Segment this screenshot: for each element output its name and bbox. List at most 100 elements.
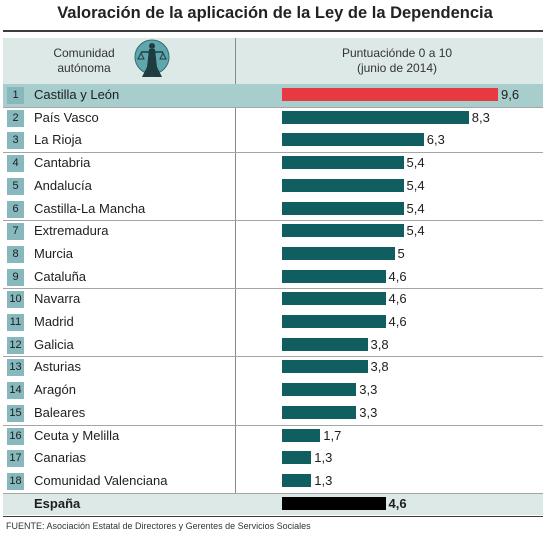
bar-row: 2 País Vasco 8,3 (3, 107, 543, 130)
value-bar (282, 405, 357, 419)
total-label: España (34, 495, 81, 511)
region-label: Madrid (34, 314, 74, 329)
rank-badge: 14 (7, 382, 24, 400)
column-divider (235, 38, 236, 510)
bar-row: 6 Castilla-La Mancha 5,4 (3, 198, 543, 221)
bar-row: 7 Extremadura 5,4 (3, 220, 543, 243)
value-label: 3,8 (370, 336, 389, 352)
value-bar (282, 292, 386, 306)
bar-row: 18 Comunidad Valenciana 1,3 (3, 470, 543, 493)
value-bar (282, 88, 498, 101)
value-label: 5 (397, 245, 405, 261)
total-row: España 4,6 (3, 492, 543, 516)
rank-badge: 15 (7, 404, 24, 422)
value-label: 1,7 (323, 427, 342, 443)
rank-badge: 9 (7, 268, 24, 286)
region-label: Murcia (34, 245, 74, 261)
value-label: 5,4 (406, 155, 425, 171)
value-label: 5,4 (406, 200, 425, 216)
value-label: 6,3 (426, 132, 445, 148)
value-label: 3,3 (359, 404, 378, 420)
bar-row: 16 Ceuta y Melilla 1,7 (3, 425, 543, 448)
bar-row: 12 Galicia 3,8 (3, 334, 543, 357)
rank-badge: 6 (7, 200, 24, 218)
rank-badge: 17 (7, 450, 24, 468)
region-label: Extremadura (34, 223, 109, 239)
bar-row: 13 Asturias 3,8 (3, 356, 543, 379)
value-label: 3,8 (370, 359, 389, 375)
region-label: Ceuta y Melilla (34, 427, 120, 443)
rank-badge: 13 (7, 359, 24, 377)
column-header-score: Puntuaciónde 0 a 10 (junio de 2014) (292, 46, 502, 76)
value-bar (282, 383, 357, 397)
value-bar (282, 473, 312, 487)
rank-badge: 7 (7, 223, 24, 241)
row-separator (3, 288, 543, 290)
value-label: 9,6 (501, 87, 520, 102)
bar-row: 15 Baleares 3,3 (3, 402, 543, 425)
bar-row: 8 Murcia 5 (3, 243, 543, 266)
value-label: 8,3 (471, 109, 490, 125)
row-separator (3, 424, 543, 426)
region-label: Baleares (34, 404, 86, 420)
value-bar (282, 110, 469, 124)
value-label: 1,3 (314, 450, 333, 466)
total-bar (282, 496, 386, 510)
value-bar (282, 201, 404, 215)
region-label: Galicia (34, 336, 74, 352)
value-label: 3,3 (359, 382, 378, 398)
region-label: Canarias (34, 450, 87, 466)
bar-row: 5 Andalucía 5,4 (3, 175, 543, 198)
rank-badge: 8 (7, 245, 24, 263)
value-bar (282, 178, 404, 192)
bar-row: 4 Cantabria 5,4 (3, 152, 543, 175)
bar-row: 9 Cataluña 4,6 (3, 266, 543, 289)
region-label: Andalucía (34, 177, 92, 193)
column-header-region: Comunidad autónoma (24, 46, 144, 76)
rank-badge: 3 (7, 132, 24, 150)
column-header-score-line1: Puntuaciónde 0 a 10 (341, 46, 453, 60)
region-label: Castilla y León (34, 87, 120, 102)
value-label: 4,6 (388, 268, 407, 284)
value-bar (282, 360, 368, 374)
value-bar (282, 269, 386, 283)
source-note: FUENTE: Asociación Estatal de Directores… (6, 521, 311, 531)
rank-badge: 1 (7, 87, 24, 104)
column-header-region-line2: autónoma (57, 61, 111, 75)
rank-badge: 18 (7, 472, 24, 490)
row-separator (3, 152, 543, 154)
rank-badge: 4 (7, 155, 24, 173)
bar-row: 3 La Rioja 6,3 (3, 129, 543, 152)
value-bar (282, 428, 321, 442)
bar-row: 1 Castilla y León 9,6 (3, 84, 543, 107)
chart-title: Valoración de la aplicación de la Ley de… (57, 4, 493, 22)
value-bar (282, 451, 312, 465)
value-bar (282, 315, 386, 328)
row-separator (3, 356, 543, 358)
region-label: La Rioja (34, 132, 82, 148)
region-label: Comunidad Valenciana (34, 472, 168, 488)
region-label: País Vasco (34, 109, 99, 125)
region-label: Navarra (34, 291, 81, 307)
rank-badge: 12 (7, 336, 24, 354)
value-bar (282, 246, 395, 260)
value-label: 4,6 (388, 291, 407, 307)
bar-row: 11 Madrid 4,6 (3, 311, 543, 334)
region-label: Cataluña (34, 268, 87, 284)
bar-row: 10 Navarra 4,6 (3, 288, 543, 311)
row-separator (3, 492, 543, 494)
row-separator (3, 106, 543, 108)
value-bar (282, 224, 404, 238)
region-label: Aragón (34, 382, 76, 398)
value-label: 4,6 (388, 314, 407, 329)
region-label: Cantabria (34, 155, 91, 171)
value-bar (282, 156, 404, 170)
rank-badge: 10 (7, 291, 24, 309)
chart-frame (3, 30, 543, 517)
column-header-score-line2: (junio de 2014) (356, 61, 438, 75)
rank-badge: 5 (7, 177, 24, 195)
column-header-region-line1: Comunidad (53, 46, 115, 60)
rank-badge: 16 (7, 427, 24, 445)
row-separator (3, 220, 543, 222)
value-label: 5,4 (406, 177, 425, 193)
